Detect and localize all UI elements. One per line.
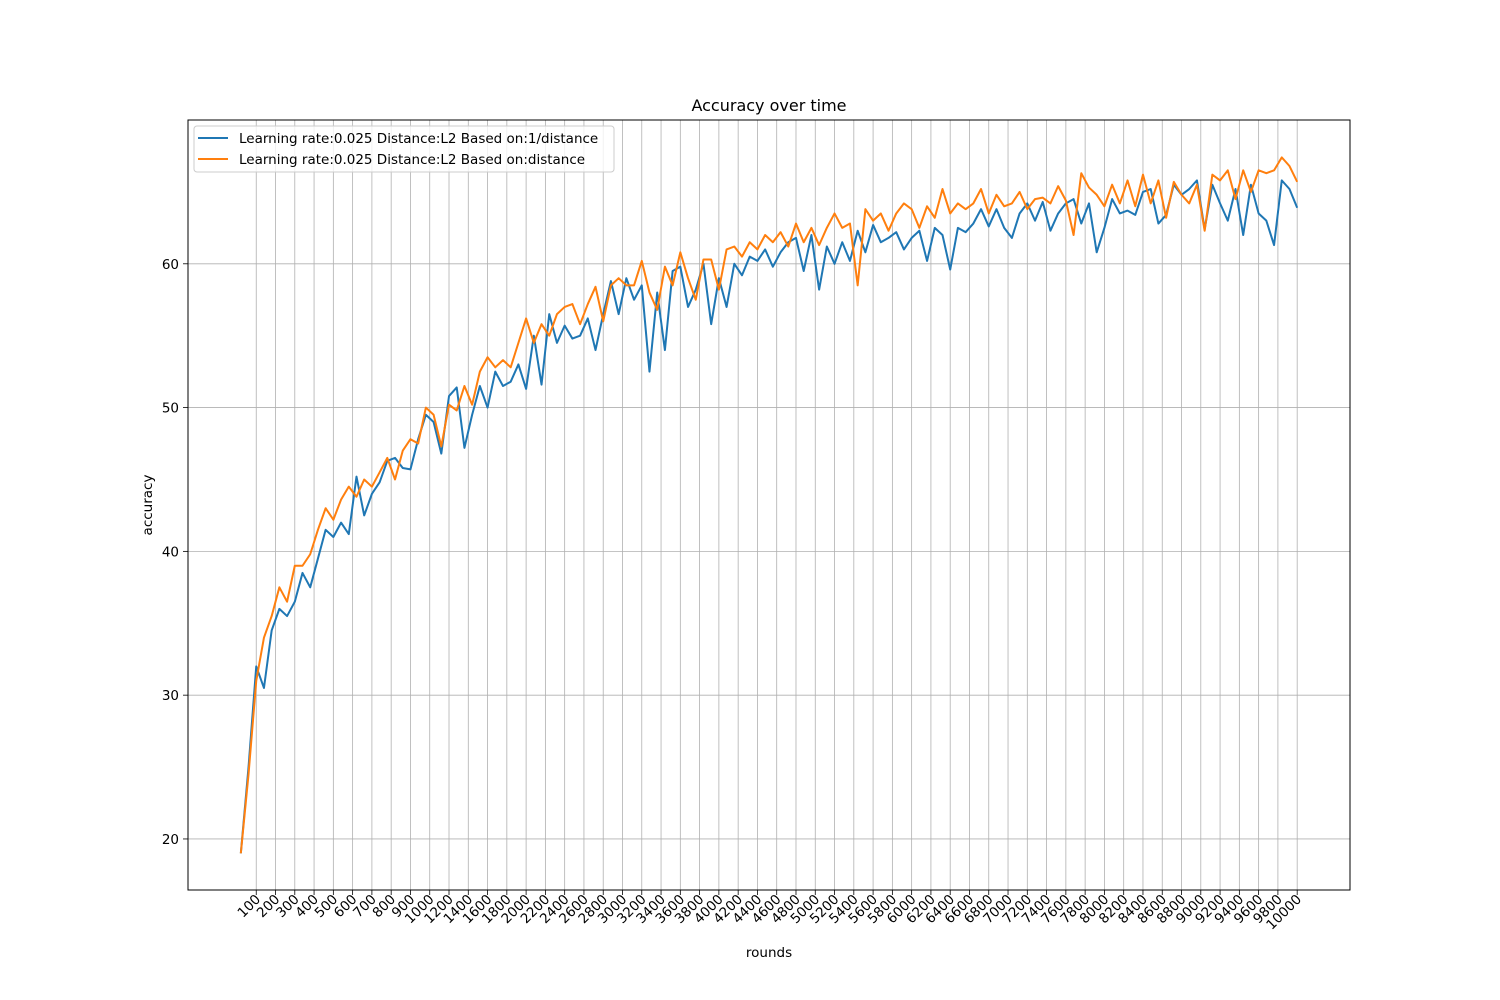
y-tick-label: 30 [162, 688, 179, 704]
series-line [239, 179, 1299, 854]
y-tick-label: 20 [162, 832, 179, 848]
chart-title: Accuracy over time [691, 96, 846, 115]
y-axis-label: accuracy [140, 475, 156, 536]
y-tick-label: 60 [162, 257, 179, 273]
legend: Learning rate:0.025 Distance:L2 Based on… [193, 125, 615, 173]
y-tick-label: 40 [162, 544, 179, 560]
x-axis-label: rounds [746, 945, 792, 961]
legend-label: Learning rate:0.025 Distance:L2 Based on… [239, 152, 585, 168]
legend-label: Learning rate:0.025 Distance:L2 Based on… [239, 131, 598, 147]
y-tick-label: 50 [162, 401, 179, 417]
series-line [239, 156, 1299, 854]
plot-frame [187, 119, 1351, 891]
legend-box [193, 125, 615, 173]
